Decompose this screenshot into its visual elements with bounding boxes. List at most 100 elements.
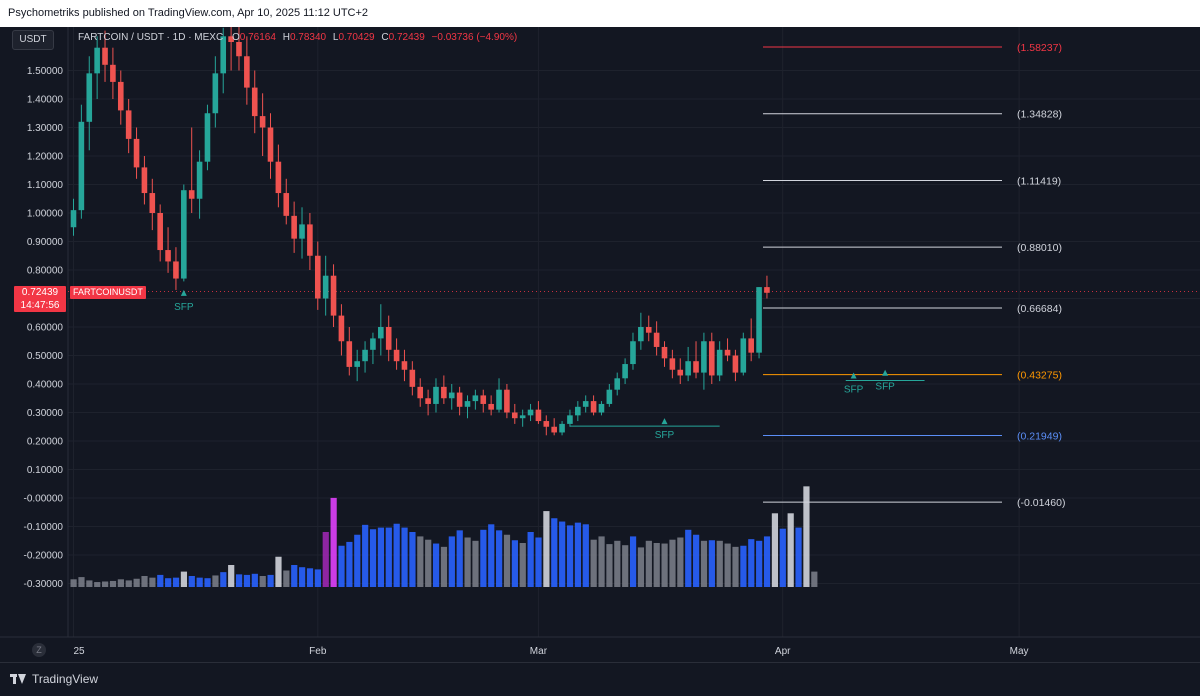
- candle-body[interactable]: [464, 401, 471, 407]
- fib-level-label: (1.34828): [1017, 109, 1062, 121]
- candle-body[interactable]: [299, 224, 305, 239]
- candle-body[interactable]: [141, 167, 148, 194]
- candle-body[interactable]: [653, 332, 660, 347]
- candle-body[interactable]: [448, 392, 455, 399]
- legend-low-label: L: [332, 32, 339, 43]
- candle-body[interactable]: [511, 412, 518, 419]
- candle-body[interactable]: [196, 161, 203, 199]
- candle-body[interactable]: [472, 395, 479, 402]
- candle-body[interactable]: [693, 361, 699, 373]
- candle-body[interactable]: [133, 138, 140, 168]
- candle-body[interactable]: [551, 426, 557, 433]
- candle-body[interactable]: [716, 349, 723, 376]
- candle-body[interactable]: [378, 327, 384, 339]
- candle-body[interactable]: [488, 403, 494, 410]
- currency-chip[interactable]: USDT: [12, 30, 54, 50]
- candle-body[interactable]: [70, 210, 77, 228]
- candle-body[interactable]: [117, 81, 124, 111]
- candle-body[interactable]: [590, 401, 597, 413]
- candle-body[interactable]: [236, 42, 242, 57]
- candle-body[interactable]: [94, 47, 100, 74]
- candle-body[interactable]: [291, 215, 297, 239]
- candle-body[interactable]: [740, 338, 747, 373]
- candle-body[interactable]: [228, 36, 234, 42]
- candle-body[interactable]: [322, 275, 329, 299]
- candle-body[interactable]: [275, 161, 282, 194]
- candle-body[interactable]: [543, 421, 550, 427]
- candle-body[interactable]: [519, 415, 526, 419]
- candle-body[interactable]: [354, 361, 360, 367]
- candle-body[interactable]: [685, 361, 691, 376]
- candle-body[interactable]: [149, 193, 156, 213]
- candle-body[interactable]: [125, 110, 132, 139]
- candle-body[interactable]: [764, 287, 770, 293]
- footer-bar: TradingView: [0, 662, 1200, 696]
- candle-body[interactable]: [598, 403, 605, 413]
- candle-body[interactable]: [614, 378, 621, 390]
- candle-body[interactable]: [110, 64, 116, 82]
- candle-body[interactable]: [259, 116, 266, 128]
- candle-body[interactable]: [496, 389, 502, 410]
- candle-body[interactable]: [220, 36, 227, 74]
- zoom-button[interactable]: Z: [32, 643, 46, 657]
- candle-body[interactable]: [425, 398, 431, 404]
- candle-body[interactable]: [165, 250, 171, 262]
- candle-body[interactable]: [417, 386, 424, 399]
- candle-body[interactable]: [409, 369, 416, 387]
- candle-body[interactable]: [669, 358, 676, 370]
- candle-body[interactable]: [393, 349, 400, 362]
- candle-body[interactable]: [630, 341, 636, 365]
- candle-body[interactable]: [622, 364, 628, 379]
- candle-body[interactable]: [582, 401, 589, 407]
- candle-body[interactable]: [86, 73, 93, 122]
- candle-body[interactable]: [314, 255, 321, 299]
- candle-body[interactable]: [456, 392, 463, 407]
- candle-body[interactable]: [535, 409, 542, 422]
- candle-body[interactable]: [441, 386, 447, 399]
- candle-body[interactable]: [480, 395, 487, 404]
- candle-body[interactable]: [645, 327, 652, 333]
- candle-body[interactable]: [283, 193, 290, 216]
- candle-body[interactable]: [559, 423, 565, 433]
- candle-body[interactable]: [606, 389, 613, 404]
- candle-body[interactable]: [188, 190, 195, 199]
- candle-body[interactable]: [212, 73, 219, 114]
- candle-body[interactable]: [204, 113, 211, 162]
- candle-body[interactable]: [385, 327, 392, 350]
- candle-body[interactable]: [575, 406, 581, 416]
- legend-symbol[interactable]: FARTCOIN / USDT · 1D · MEXC: [78, 32, 224, 43]
- candle-body[interactable]: [504, 389, 510, 413]
- candle-body[interactable]: [181, 190, 187, 279]
- candle-body[interactable]: [677, 369, 684, 376]
- candle-body[interactable]: [401, 361, 408, 370]
- volume-bar: [133, 578, 140, 587]
- candle-body[interactable]: [756, 287, 762, 353]
- candle-body[interactable]: [724, 349, 731, 356]
- candle-body[interactable]: [338, 315, 345, 342]
- candle-body[interactable]: [638, 327, 644, 342]
- candle-body[interactable]: [748, 338, 754, 353]
- candle-body[interactable]: [251, 87, 258, 117]
- candle-body[interactable]: [102, 47, 108, 65]
- candle-body[interactable]: [173, 261, 179, 279]
- tradingview-brand[interactable]: TradingView: [10, 672, 98, 686]
- candle-body[interactable]: [330, 275, 337, 316]
- candle-body[interactable]: [267, 127, 274, 162]
- candle-body[interactable]: [370, 338, 376, 350]
- candle-body[interactable]: [708, 341, 715, 376]
- sfp-label: SFP: [875, 382, 895, 393]
- y-tick-label: 1.20000: [27, 152, 64, 163]
- candle-body[interactable]: [78, 121, 85, 211]
- candle-body[interactable]: [567, 415, 573, 424]
- candle-body[interactable]: [433, 386, 439, 404]
- candle-body[interactable]: [346, 341, 353, 367]
- candle-body[interactable]: [244, 56, 250, 88]
- candle-body[interactable]: [732, 355, 739, 373]
- candle-body[interactable]: [307, 224, 313, 256]
- candle-body[interactable]: [661, 346, 668, 359]
- price-chart[interactable]: 1.50000 1.40000 1.30000 1.20000 1.10000 1.000…: [0, 27, 1200, 662]
- candle-body[interactable]: [701, 341, 707, 373]
- candle-body[interactable]: [157, 213, 163, 251]
- candle-body[interactable]: [362, 349, 368, 362]
- candle-body[interactable]: [527, 409, 534, 416]
